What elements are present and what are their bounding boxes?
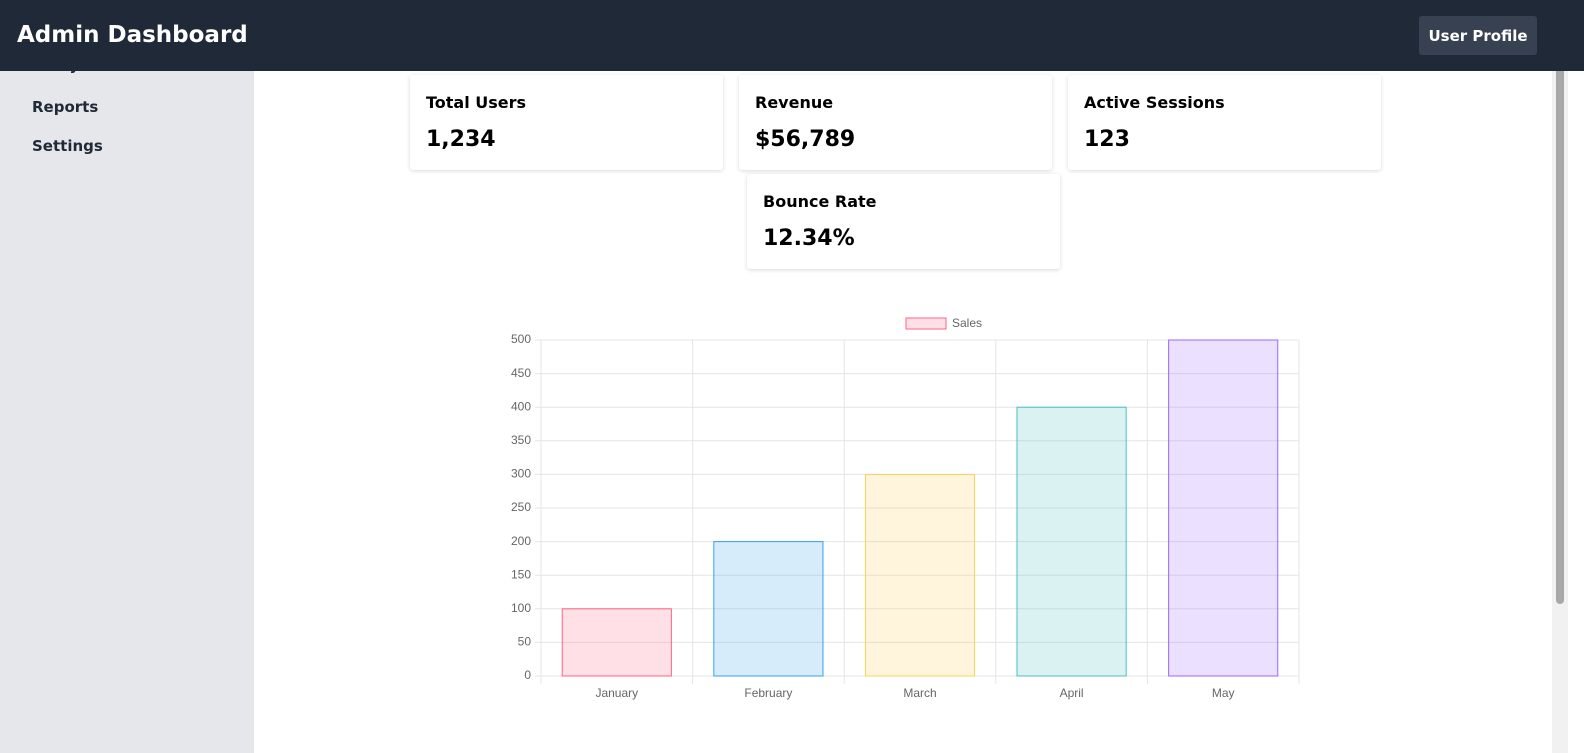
x-tick-label: March <box>903 686 936 700</box>
legend-label: Sales <box>952 316 982 330</box>
legend-swatch <box>905 317 947 330</box>
scrollbar-thumb[interactable] <box>1556 18 1564 604</box>
card-value: 12.34% <box>763 226 855 251</box>
x-tick-label: January <box>595 686 638 700</box>
bar <box>561 608 672 677</box>
bar <box>1168 339 1279 677</box>
card-title: Active Sessions <box>1084 93 1225 112</box>
y-tick-label: 50 <box>518 635 532 649</box>
y-tick-label: 400 <box>511 399 531 413</box>
nav-item[interactable]: Reports <box>32 98 99 116</box>
chart: 0 50 100 150 200 250 300 350 400 450 500 January Feb… <box>511 316 1300 700</box>
card-value: 1,234 <box>426 127 496 152</box>
bar <box>864 473 976 677</box>
bar <box>713 541 824 677</box>
user-profile-button[interactable]: User Profile <box>1419 16 1537 55</box>
y-tick-label: 250 <box>511 500 531 514</box>
card-value: 123 <box>1084 127 1130 152</box>
card-value: $56,789 <box>755 127 856 152</box>
sidebar: Analytics Reports Settings <box>0 0 254 753</box>
card-title: Total Users <box>426 93 527 112</box>
bar <box>1016 406 1127 677</box>
nav-item[interactable]: Settings <box>32 137 103 155</box>
stat-card: Total Users 1,234 <box>410 75 723 170</box>
x-tick-label: April <box>1060 686 1084 700</box>
card-title: Bounce Rate <box>763 192 877 211</box>
y-tick-label: 150 <box>511 567 531 581</box>
y-tick-label: 450 <box>511 366 531 380</box>
y-tick-label: 200 <box>511 534 531 548</box>
y-tick-label: 500 <box>511 332 531 346</box>
y-tick-label: 300 <box>511 467 531 481</box>
y-tick-label: 0 <box>524 668 531 682</box>
y-tick-label: 100 <box>511 601 531 615</box>
card-title: Revenue <box>755 93 834 112</box>
y-tick-label: 350 <box>511 433 531 447</box>
header: Admin Dashboard User Profile <box>0 0 1584 71</box>
x-tick-label: May <box>1212 686 1235 700</box>
stat-card: Revenue $56,789 <box>739 75 1052 170</box>
stat-card: Active Sessions 123 <box>1068 75 1381 170</box>
stat-card: Bounce Rate 12.34% <box>747 174 1060 269</box>
title: Admin Dashboard <box>17 22 248 48</box>
x-tick-label: February <box>744 686 792 700</box>
